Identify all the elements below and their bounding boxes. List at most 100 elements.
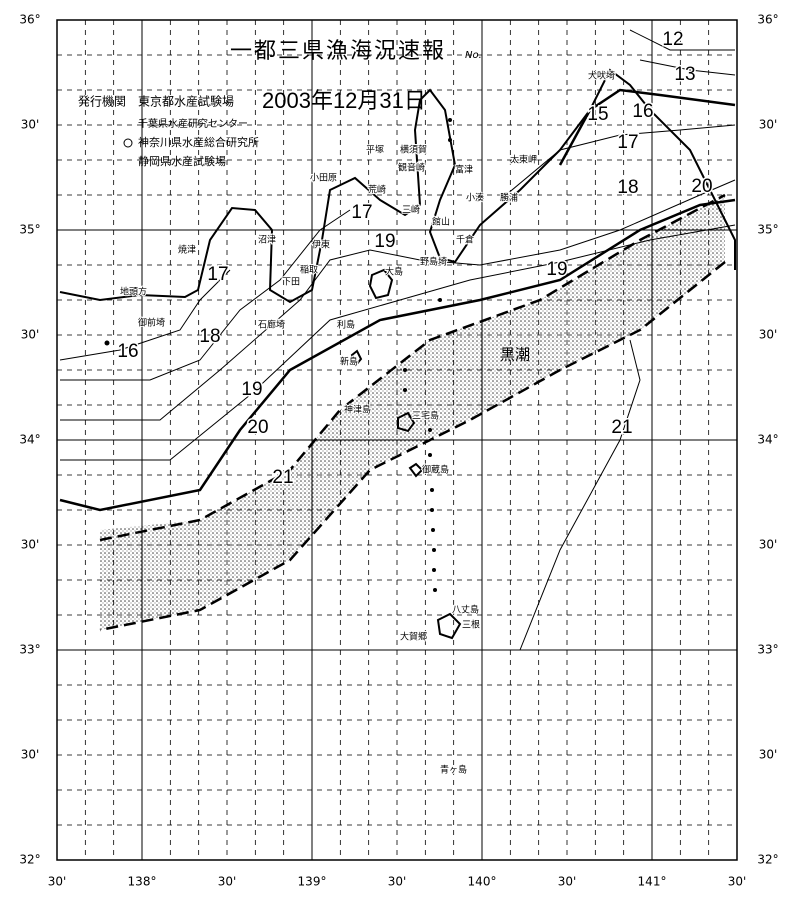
- isotherm-label: 21: [272, 467, 293, 488]
- lon-label: 141°: [638, 875, 667, 889]
- isotherm: [60, 224, 736, 461]
- issuer: 静岡県水産試験場: [138, 154, 226, 168]
- place-name: 下田: [282, 277, 300, 288]
- place-name: 勝浦: [500, 192, 518, 204]
- isotherm: [59, 269, 231, 361]
- place-name: 小田原: [310, 173, 337, 184]
- lat-label: 30': [759, 538, 778, 552]
- isotherm: [519, 339, 641, 651]
- lat-label: 30': [759, 118, 778, 132]
- isotherm-label: 19: [241, 379, 262, 400]
- isotherm: [639, 59, 736, 76]
- place-name: 沼津: [258, 235, 276, 246]
- place-name: 小湊: [466, 192, 484, 204]
- number-label: No.: [465, 50, 482, 61]
- lat-label: 33°: [19, 643, 40, 657]
- place-name: 地頭方: [120, 286, 147, 298]
- place-name: 新島: [340, 356, 358, 368]
- place-name: 千倉: [456, 234, 474, 246]
- lon-label: 30': [728, 875, 747, 889]
- place-name: 荒崎: [368, 184, 386, 196]
- lon-label: 30': [388, 875, 407, 889]
- current-label: 黒潮: [500, 346, 530, 364]
- grid: 36° 36° 30' 30' 35° 35° 30' 30' 34° 34° 30' 30' 33° 3…: [19, 13, 778, 889]
- lat-label: 36°: [19, 13, 40, 27]
- place-name: 犬吠埼: [588, 70, 615, 82]
- isotherm: [558, 88, 736, 166]
- isotherm-label: 13: [674, 64, 695, 85]
- lat-label: 34°: [757, 433, 778, 447]
- lat-label: 30': [21, 538, 40, 552]
- place-name: 三宅島: [412, 410, 439, 422]
- stations: [104, 118, 452, 592]
- issuer-mark: [123, 138, 133, 148]
- place-name: 神津島: [344, 404, 371, 416]
- isotherm-label: 20: [691, 176, 712, 197]
- lon-label: 30': [558, 875, 577, 889]
- lat-label: 30': [21, 748, 40, 762]
- lon-label: 30': [48, 875, 67, 889]
- place-name: 平塚: [366, 145, 384, 156]
- lat-label: 36°: [757, 13, 778, 27]
- place-name: 青ヶ島: [440, 764, 467, 776]
- isotherm-label: 12: [662, 29, 683, 50]
- place-name: 伊東: [312, 239, 330, 251]
- place-name: 大島: [385, 266, 403, 278]
- isotherm-label: 18: [199, 326, 220, 347]
- kuroshio: [100, 195, 725, 630]
- isotherm: [499, 124, 736, 201]
- place-name: 三崎: [402, 204, 420, 216]
- place-name: 観音崎: [398, 162, 425, 174]
- issuer: 神奈川県水産総合研究所: [138, 135, 259, 149]
- isotherm-label: 18: [617, 177, 638, 198]
- lat-label: 30': [21, 328, 40, 342]
- isotherm-label: 17: [207, 264, 228, 285]
- lon-label: 138°: [128, 875, 157, 889]
- date: 2003年12月31日: [262, 88, 426, 113]
- place-name: 太東岬: [510, 154, 537, 166]
- lat-label: 30': [759, 328, 778, 342]
- place-name: 石廊埼: [258, 319, 285, 331]
- place-name: 御前埼: [138, 317, 165, 329]
- title: 一都三県漁海況速報: [230, 39, 446, 64]
- kuroshio-edge: [99, 261, 726, 632]
- lat-label: 30': [759, 748, 778, 762]
- place-name: 大賀郷: [400, 631, 427, 643]
- island: [350, 268, 462, 640]
- lat-label: 33°: [757, 643, 778, 657]
- isotherm-label: 21: [611, 417, 632, 438]
- isotherm: [60, 179, 736, 421]
- isotherm-label: 20: [247, 417, 268, 438]
- place-name: 三根: [462, 619, 480, 631]
- isotherm-label: 19: [374, 231, 395, 252]
- place-name: 横須賀: [400, 144, 427, 156]
- lon-label: 30': [218, 875, 237, 889]
- isotherm-label: 17: [351, 202, 372, 223]
- issuer-label: 発行機関: [78, 94, 126, 109]
- lon-label: 139°: [298, 875, 327, 889]
- isotherm-label: 16: [117, 341, 138, 362]
- isotherm-label: 19: [546, 259, 567, 280]
- place-name: 八丈島: [452, 604, 479, 616]
- place-name: 焼津: [178, 245, 196, 256]
- place-name: 稲取: [300, 264, 318, 276]
- lat-label: 35°: [757, 223, 778, 237]
- place-name: 御蔵島: [422, 464, 449, 476]
- isotherm: [60, 209, 351, 381]
- place-name: 館山: [432, 216, 450, 228]
- isotherm-label: 17: [617, 132, 638, 153]
- lat-label: 30': [21, 118, 40, 132]
- kuroshio-edge: [99, 193, 726, 542]
- place-name: 利島: [337, 319, 355, 331]
- isotherm: [629, 29, 735, 51]
- lat-label: 34°: [19, 433, 40, 447]
- issuer: 東京都水産試験場: [138, 94, 234, 109]
- isotherm: [59, 198, 736, 512]
- coastline: [59, 68, 736, 304]
- lon-label: 140°: [468, 875, 497, 889]
- lat-label: 32°: [19, 853, 40, 867]
- isotherm-label: 16: [632, 101, 653, 122]
- place-name: 野島埼: [420, 256, 447, 268]
- lat-label: 32°: [757, 853, 778, 867]
